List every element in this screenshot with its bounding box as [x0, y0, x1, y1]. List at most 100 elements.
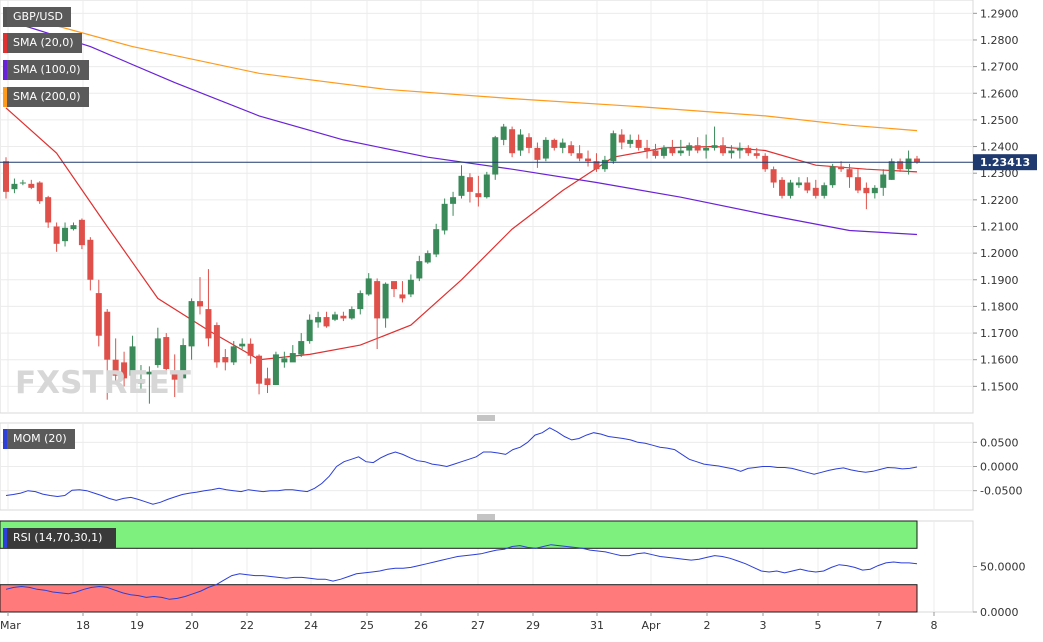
candle-body [736, 147, 743, 151]
candle-body [180, 345, 187, 379]
candle-body [407, 279, 414, 295]
candle-body [348, 309, 355, 319]
candle-body [517, 134, 524, 151]
candle-body [298, 341, 305, 355]
mom-tick-label: 0.0500 [980, 436, 1019, 449]
candle-body [475, 193, 482, 198]
candle-body [146, 371, 153, 375]
candle-body [601, 159, 608, 170]
legend-rsi[interactable]: RSI (14,70,30,1) [3, 528, 117, 548]
sma-line-2 [5, 11, 918, 132]
candle-body [374, 281, 381, 319]
candle-body [78, 219, 85, 246]
candle-body [534, 147, 541, 160]
candle-body [323, 317, 330, 327]
price-tick-label: 1.1600 [980, 354, 1019, 367]
candle-body [568, 145, 575, 154]
candle-body [137, 379, 144, 384]
x-tick-label: 8 [931, 619, 938, 632]
mom-tick-label: 0.0000 [980, 461, 1019, 474]
candle-body [104, 311, 111, 360]
x-tick-label: 22 [240, 619, 254, 632]
candle-body [888, 161, 895, 180]
candle-body [660, 147, 667, 156]
mom-line [5, 427, 918, 505]
candle-body [753, 153, 760, 156]
legend-sma-100[interactable]: SMA (100,0) [3, 60, 89, 80]
candle-body [213, 325, 220, 363]
candle-body [433, 229, 440, 255]
price-tick-label: 1.1800 [980, 300, 1019, 313]
candle-body [745, 147, 752, 154]
x-tick-label: 25 [360, 619, 374, 632]
candle-body [331, 314, 338, 320]
legend-mom[interactable]: MOM (20) [3, 429, 75, 449]
candle-body [264, 378, 271, 386]
candle-body [171, 374, 178, 380]
price-tick-label: 1.2400 [980, 141, 1019, 154]
candle-body [838, 166, 845, 170]
candle-body [163, 337, 170, 370]
candle-body [289, 353, 296, 363]
rsi-tick-label: 0.0000 [980, 606, 1019, 619]
rsi-line [5, 544, 918, 600]
x-tick-label: 3 [760, 619, 767, 632]
candle-body [677, 150, 684, 154]
candle-body [466, 177, 473, 192]
candle-body [719, 145, 726, 154]
candle-body [854, 177, 861, 191]
candle-body [610, 133, 617, 162]
candle-body [703, 147, 710, 151]
candle-body [804, 182, 811, 191]
candle-body [812, 187, 819, 196]
candle-body [846, 169, 853, 178]
candle-body [3, 161, 9, 192]
candle-body [441, 203, 448, 231]
candle-body [129, 346, 136, 376]
x-tick-label: 5 [815, 619, 822, 632]
current-price-box [973, 154, 1037, 171]
x-tick-label: 26 [414, 619, 428, 632]
candle-body [399, 294, 406, 299]
rsi-oversold-zone [0, 584, 918, 613]
candle-body [272, 354, 279, 386]
candle-body [779, 179, 786, 196]
candle-body [197, 301, 204, 307]
candle-body [627, 139, 634, 144]
legend-gbpusd[interactable]: GBP/USD [3, 7, 71, 27]
candle-body [154, 338, 161, 366]
mom-tick-label: -0.0500 [980, 485, 1022, 498]
candle-body [863, 187, 870, 194]
rsi-tick-label: 50.0000 [980, 561, 1026, 574]
candle-body [256, 355, 263, 384]
candle-body [871, 187, 878, 194]
candle-body [416, 261, 423, 279]
candle-body [222, 357, 229, 363]
candle-body [652, 150, 659, 156]
candle-body [247, 343, 254, 356]
candle-body [576, 153, 583, 159]
candle-body [542, 139, 549, 159]
x-tick-label: Mar [0, 619, 21, 632]
sma-line-0 [5, 107, 918, 361]
candle-body [686, 145, 693, 151]
x-tick-label: 18 [76, 619, 90, 632]
candle-body [694, 145, 701, 151]
candle-body [205, 309, 212, 339]
candle-body [315, 317, 322, 323]
price-tick-label: 1.2300 [980, 167, 1019, 180]
legend-sma-200[interactable]: SMA (200,0) [3, 87, 89, 107]
candle-body [188, 301, 195, 347]
candle-body [914, 158, 920, 163]
candle-body [70, 225, 77, 230]
price-tick-label: 1.1500 [980, 380, 1019, 393]
price-tick-label: 1.2500 [980, 114, 1019, 127]
candle-body [728, 150, 735, 154]
candle-body [500, 126, 507, 140]
candle-body [551, 139, 558, 148]
candle-body [36, 182, 43, 202]
x-tick-label: 2 [704, 619, 711, 632]
legend-sma-20[interactable]: SMA (20,0) [3, 33, 82, 53]
